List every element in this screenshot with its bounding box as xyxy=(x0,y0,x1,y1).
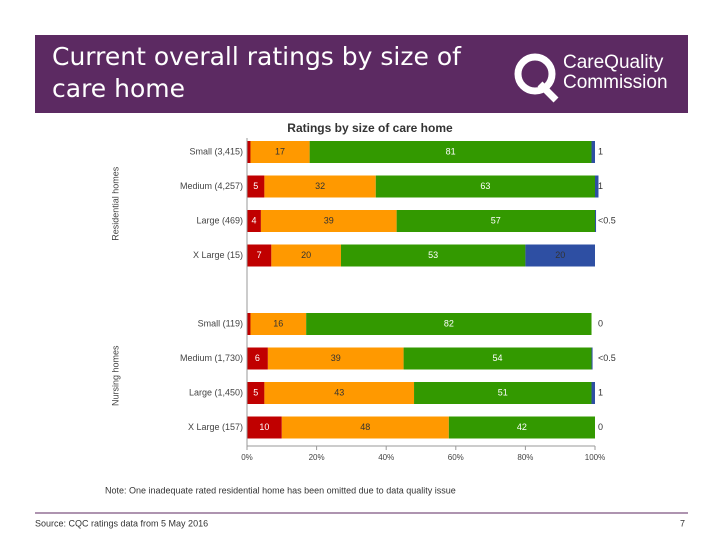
group-label: Residential homes xyxy=(110,166,120,241)
source: Source: CQC ratings data from 5 May 2016 xyxy=(35,518,208,528)
y-tick-label: X Large (15) xyxy=(193,250,243,260)
data-label: 82 xyxy=(444,318,454,328)
data-label: 54 xyxy=(493,353,503,363)
logo-text: CareQuality xyxy=(563,52,664,73)
data-label: 1 xyxy=(598,181,603,191)
y-tick-label: Small (119) xyxy=(198,318,243,328)
data-label: 20 xyxy=(301,250,311,260)
bar-segment xyxy=(448,416,595,439)
x-tick-label: 100% xyxy=(585,453,605,462)
bar-segment xyxy=(396,210,595,232)
data-label: 51 xyxy=(498,387,508,397)
data-label: 4 xyxy=(251,215,256,225)
bar-segment xyxy=(591,141,595,163)
bar-segment xyxy=(403,347,592,370)
bar-segment xyxy=(309,141,592,163)
slide-title: Current overall ratings by size of xyxy=(52,42,462,71)
bar-segment xyxy=(247,175,265,198)
data-label: 1 xyxy=(598,146,603,156)
x-tick-label: 40% xyxy=(378,453,394,462)
bar-segment xyxy=(247,313,251,335)
note: Note: One inadequate rated residential h… xyxy=(105,485,456,495)
data-label: 32 xyxy=(315,181,325,191)
bar-segment xyxy=(247,416,282,439)
page-number: 7 xyxy=(680,518,685,528)
data-label: 16 xyxy=(273,318,283,328)
group-label: Nursing homes xyxy=(110,345,120,406)
data-label: 39 xyxy=(331,353,341,363)
data-label: 43 xyxy=(334,387,344,397)
header-band xyxy=(35,35,688,113)
bar-segment xyxy=(247,244,272,267)
bar-segment xyxy=(247,141,251,163)
data-label: 7 xyxy=(257,250,262,260)
bar-segment xyxy=(340,244,526,267)
data-label: 0 xyxy=(598,318,603,328)
bar-segment xyxy=(414,382,592,404)
y-tick-label: X Large (157) xyxy=(188,422,243,432)
data-label: 10 xyxy=(259,422,269,432)
data-label: 5 xyxy=(253,387,258,397)
y-tick-label: Small (3,415) xyxy=(189,146,243,156)
bar-segment xyxy=(281,416,449,439)
x-tick-label: 20% xyxy=(309,453,325,462)
bar-segment xyxy=(260,210,397,232)
bar-segment xyxy=(271,244,341,267)
data-label: 42 xyxy=(517,422,527,432)
chart-title: Ratings by size of care home xyxy=(287,121,453,135)
bar-segment xyxy=(264,175,376,198)
data-label: 63 xyxy=(480,181,490,191)
data-label: 81 xyxy=(446,146,456,156)
data-label: 1 xyxy=(598,387,603,397)
bar-segment xyxy=(250,313,307,335)
y-tick-label: Large (469) xyxy=(196,215,243,225)
data-label: 5 xyxy=(253,181,258,191)
y-tick-label: Medium (1,730) xyxy=(180,353,243,363)
data-label: 53 xyxy=(428,250,438,260)
bar-segment xyxy=(247,347,268,370)
logo-mark xyxy=(514,53,556,95)
bar-segment xyxy=(264,382,415,404)
bar-segment xyxy=(595,210,597,232)
data-label: 57 xyxy=(491,215,501,225)
y-tick-label: Medium (4,257) xyxy=(180,181,243,191)
bar-segment xyxy=(247,382,265,404)
x-tick-label: 80% xyxy=(517,453,533,462)
bar-segment xyxy=(525,244,595,267)
bar-segment xyxy=(595,175,599,198)
bar-segment xyxy=(591,382,595,404)
data-label: 20 xyxy=(555,250,565,260)
bar-segment xyxy=(247,210,261,232)
data-label: <0.5 xyxy=(598,215,616,225)
y-tick-label: Large (1,450) xyxy=(189,387,243,397)
data-label: 6 xyxy=(255,353,260,363)
data-label: 48 xyxy=(360,422,370,432)
bar-segment xyxy=(267,347,404,370)
bar-segment xyxy=(375,175,595,198)
data-label: 39 xyxy=(324,215,334,225)
bar-segment xyxy=(591,347,593,370)
bar-segment xyxy=(306,313,592,335)
data-label: 17 xyxy=(275,146,285,156)
x-tick-label: 60% xyxy=(448,453,464,462)
x-tick-label: 0% xyxy=(241,453,253,462)
logo-mark xyxy=(537,81,559,103)
data-label: <0.5 xyxy=(598,353,616,363)
bar-segment xyxy=(250,141,310,163)
logo-text: Commission xyxy=(563,72,668,93)
logo: CareQuality Commission xyxy=(514,52,668,103)
data-label: 0 xyxy=(598,422,603,432)
slide-title: care home xyxy=(52,74,185,103)
